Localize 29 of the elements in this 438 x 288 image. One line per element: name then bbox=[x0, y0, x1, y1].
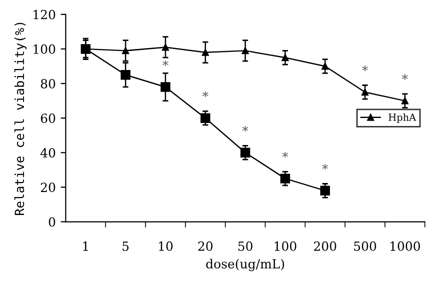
annotation: * bbox=[402, 74, 408, 80]
annotation: * bbox=[162, 60, 168, 66]
annotation: * bbox=[282, 152, 288, 158]
y-tick-label: 60 bbox=[40, 114, 56, 124]
x-tick-label: 100 bbox=[274, 241, 296, 251]
x-tick-label: 1000 bbox=[390, 241, 420, 251]
annotation: * bbox=[202, 91, 208, 98]
annotation: * bbox=[242, 126, 248, 132]
y-tick-label: 20 bbox=[40, 182, 56, 192]
legend-label: HphA bbox=[388, 113, 416, 123]
point bbox=[320, 186, 330, 196]
point bbox=[120, 70, 130, 80]
y-tick-label: 100 bbox=[34, 44, 56, 54]
x-tick-label: 500 bbox=[354, 241, 376, 251]
y-axis-title: Relative cell viability(%) bbox=[14, 22, 27, 216]
y-tick-label: 80 bbox=[40, 78, 56, 88]
y-tick-label: 120 bbox=[34, 10, 56, 20]
y-tick-label: 40 bbox=[40, 148, 56, 158]
x-axis-title: dose(ug/mL) bbox=[206, 258, 284, 272]
annotation: * bbox=[362, 66, 368, 72]
x-tick-label: 20 bbox=[198, 241, 212, 251]
x-tick-label: 200 bbox=[314, 241, 336, 251]
x-tick-label: 10 bbox=[159, 241, 173, 251]
x-tick-label: 5 bbox=[122, 242, 129, 251]
annotation: * bbox=[322, 164, 328, 170]
x-tick-label: 50 bbox=[238, 241, 252, 251]
x-tick-label: 1 bbox=[83, 241, 88, 251]
y-tick-label: 0 bbox=[48, 217, 56, 227]
point bbox=[160, 82, 170, 92]
